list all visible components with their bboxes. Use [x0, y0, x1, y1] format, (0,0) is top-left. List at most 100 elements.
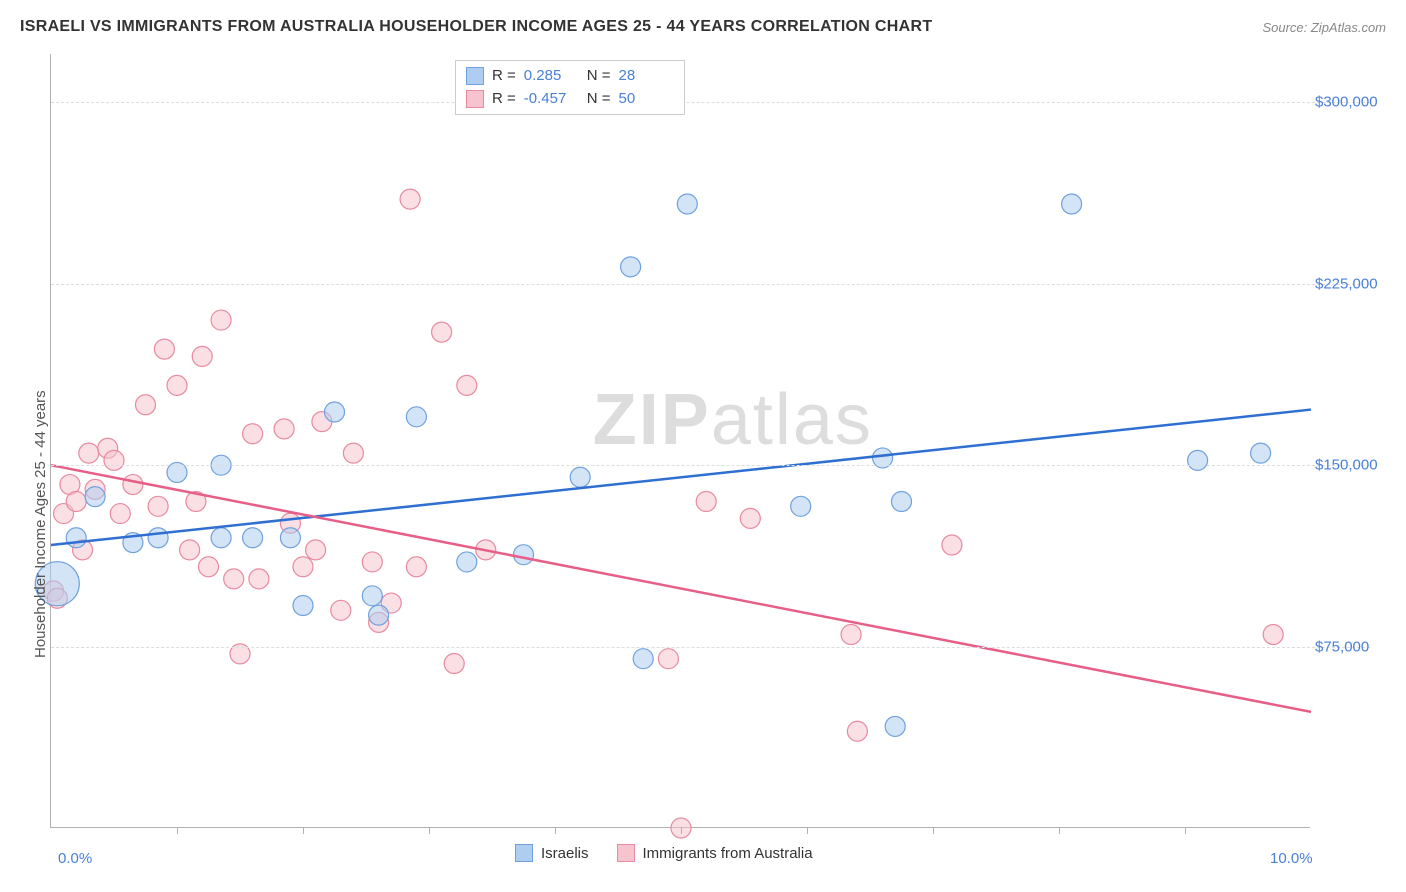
data-point [892, 491, 912, 511]
data-point [677, 194, 697, 214]
data-point [362, 552, 382, 572]
data-point [444, 654, 464, 674]
data-point [293, 557, 313, 577]
data-point [406, 557, 426, 577]
y-tick-label: $150,000 [1315, 457, 1405, 474]
data-point [192, 346, 212, 366]
data-point [841, 625, 861, 645]
x-tick-label: 10.0% [1270, 850, 1313, 867]
stats-row: R = -0.457 N = 50 [466, 88, 674, 111]
data-point [249, 569, 269, 589]
stat-r-value: -0.457 [524, 88, 579, 111]
scatter-plot-area: ZIPatlas $75,000$150,000$225,000$300,000 [50, 54, 1310, 828]
data-point [211, 528, 231, 548]
data-point [136, 395, 156, 415]
data-point [658, 649, 678, 669]
x-tick [681, 827, 682, 834]
data-point [148, 528, 168, 548]
legend-swatch [617, 844, 635, 862]
data-point [406, 407, 426, 427]
data-point [1263, 625, 1283, 645]
data-point [457, 552, 477, 572]
data-point [740, 508, 760, 528]
data-point [104, 450, 124, 470]
series-legend: Israelis Immigrants from Australia [515, 844, 813, 862]
gridline [51, 102, 1370, 103]
chart-svg [51, 54, 1311, 828]
x-tick [807, 827, 808, 834]
data-point [167, 375, 187, 395]
data-point [847, 721, 867, 741]
gridline [51, 284, 1370, 285]
title-bar: ISRAELI VS IMMIGRANTS FROM AUSTRALIA HOU… [20, 18, 1386, 36]
data-point [514, 545, 534, 565]
data-point [148, 496, 168, 516]
x-tick [429, 827, 430, 834]
data-point [343, 443, 363, 463]
data-point [400, 189, 420, 209]
data-point [791, 496, 811, 516]
trend-line [51, 465, 1311, 712]
legend-label: Israelis [541, 845, 589, 862]
data-point [199, 557, 219, 577]
x-tick [1059, 827, 1060, 834]
x-tick [1185, 827, 1186, 834]
legend-swatch [515, 844, 533, 862]
data-point [66, 528, 86, 548]
source-label: Source: ZipAtlas.com [1262, 20, 1386, 35]
data-point [85, 487, 105, 507]
data-point [274, 419, 294, 439]
data-point [1062, 194, 1082, 214]
data-point [66, 491, 86, 511]
y-tick-label: $225,000 [1315, 275, 1405, 292]
stat-r-value: 0.285 [524, 65, 579, 88]
gridline [51, 647, 1370, 648]
data-point [457, 375, 477, 395]
data-point [1251, 443, 1271, 463]
data-point [224, 569, 244, 589]
y-tick-label: $300,000 [1315, 94, 1405, 111]
data-point [369, 605, 389, 625]
gridline [51, 465, 1370, 466]
stat-r-label: R = [492, 88, 516, 111]
data-point [154, 339, 174, 359]
stats-row: R = 0.285 N = 28 [466, 65, 674, 88]
x-tick [303, 827, 304, 834]
data-point [79, 443, 99, 463]
data-point [362, 586, 382, 606]
data-point [280, 528, 300, 548]
data-point [633, 649, 653, 669]
legend-item: Israelis [515, 844, 589, 862]
y-axis-label: Householder Income Ages 25 - 44 years [32, 390, 49, 658]
correlation-stats-box: R = 0.285 N = 28 R = -0.457 N = 50 [455, 60, 685, 115]
data-point [110, 504, 130, 524]
y-tick-label: $75,000 [1315, 638, 1405, 655]
legend-swatch [466, 90, 484, 108]
data-point [180, 540, 200, 560]
data-point [306, 540, 326, 560]
data-point [885, 716, 905, 736]
data-point [696, 491, 716, 511]
stat-n-label: N = [587, 88, 611, 111]
data-point [570, 467, 590, 487]
trend-line [51, 410, 1311, 545]
data-point [211, 310, 231, 330]
data-point [243, 528, 263, 548]
chart-title: ISRAELI VS IMMIGRANTS FROM AUSTRALIA HOU… [20, 18, 932, 36]
stat-n-label: N = [587, 65, 611, 88]
data-point [331, 600, 351, 620]
x-tick [555, 827, 556, 834]
data-point [621, 257, 641, 277]
legend-swatch [466, 67, 484, 85]
data-point [432, 322, 452, 342]
legend-item: Immigrants from Australia [617, 844, 813, 862]
x-tick-label: 0.0% [58, 850, 92, 867]
stat-n-value: 50 [619, 88, 674, 111]
data-point [942, 535, 962, 555]
data-point [243, 424, 263, 444]
stat-r-label: R = [492, 65, 516, 88]
data-point [123, 475, 143, 495]
x-tick [933, 827, 934, 834]
x-tick [177, 827, 178, 834]
stat-n-value: 28 [619, 65, 674, 88]
